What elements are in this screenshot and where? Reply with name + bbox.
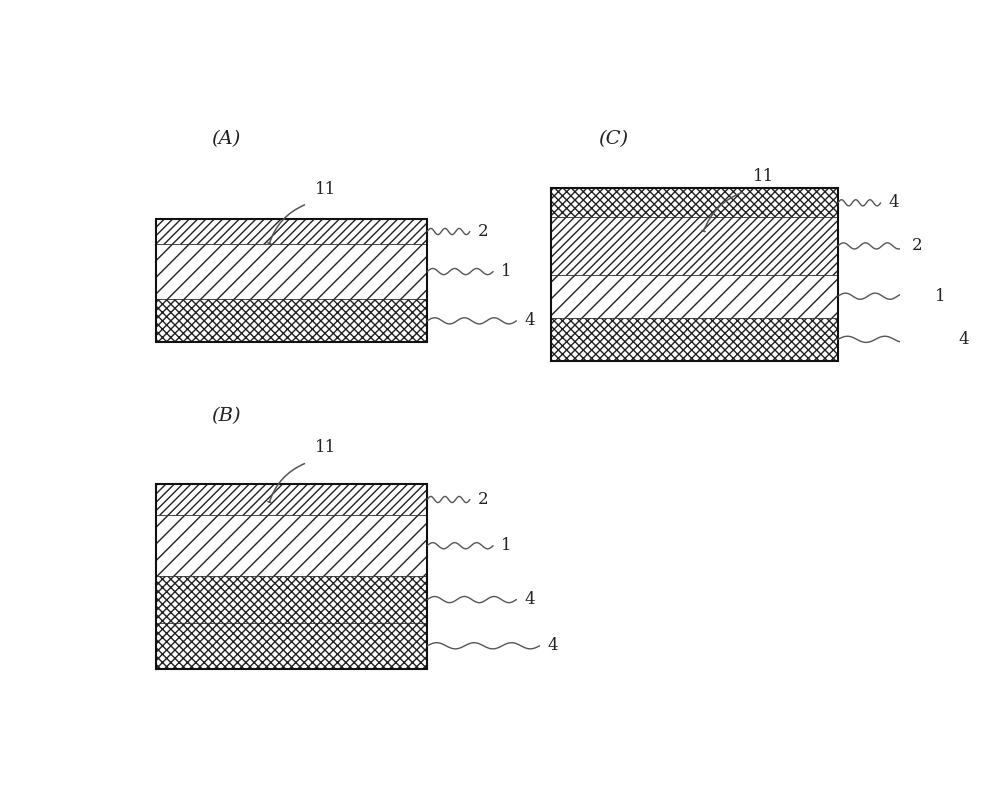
Text: 1: 1 — [501, 263, 512, 280]
Bar — [156, 299, 427, 342]
Text: 4: 4 — [958, 331, 969, 348]
Text: 2: 2 — [478, 223, 488, 240]
Text: 1: 1 — [935, 288, 946, 305]
Bar — [156, 244, 427, 299]
Text: 11: 11 — [315, 439, 336, 456]
Text: 4: 4 — [524, 591, 535, 608]
Bar — [156, 515, 427, 577]
Bar — [551, 188, 838, 218]
Text: 4: 4 — [547, 638, 558, 654]
Text: (C): (C) — [598, 130, 628, 148]
Bar — [551, 189, 838, 361]
Bar — [156, 484, 427, 515]
Bar — [156, 219, 427, 244]
Text: 11: 11 — [753, 168, 774, 186]
Text: 1: 1 — [501, 538, 512, 554]
Text: 2: 2 — [478, 491, 488, 508]
Text: (B): (B) — [211, 407, 241, 426]
Bar — [156, 622, 427, 669]
Text: 4: 4 — [888, 194, 899, 211]
Bar — [156, 484, 427, 669]
Bar — [551, 218, 838, 274]
Bar — [551, 318, 838, 361]
Bar — [156, 219, 427, 342]
Bar — [551, 274, 838, 318]
Text: 11: 11 — [315, 181, 336, 198]
Text: (A): (A) — [211, 130, 240, 148]
Text: 4: 4 — [524, 312, 535, 330]
Text: 2: 2 — [912, 238, 922, 254]
Bar — [156, 577, 427, 622]
